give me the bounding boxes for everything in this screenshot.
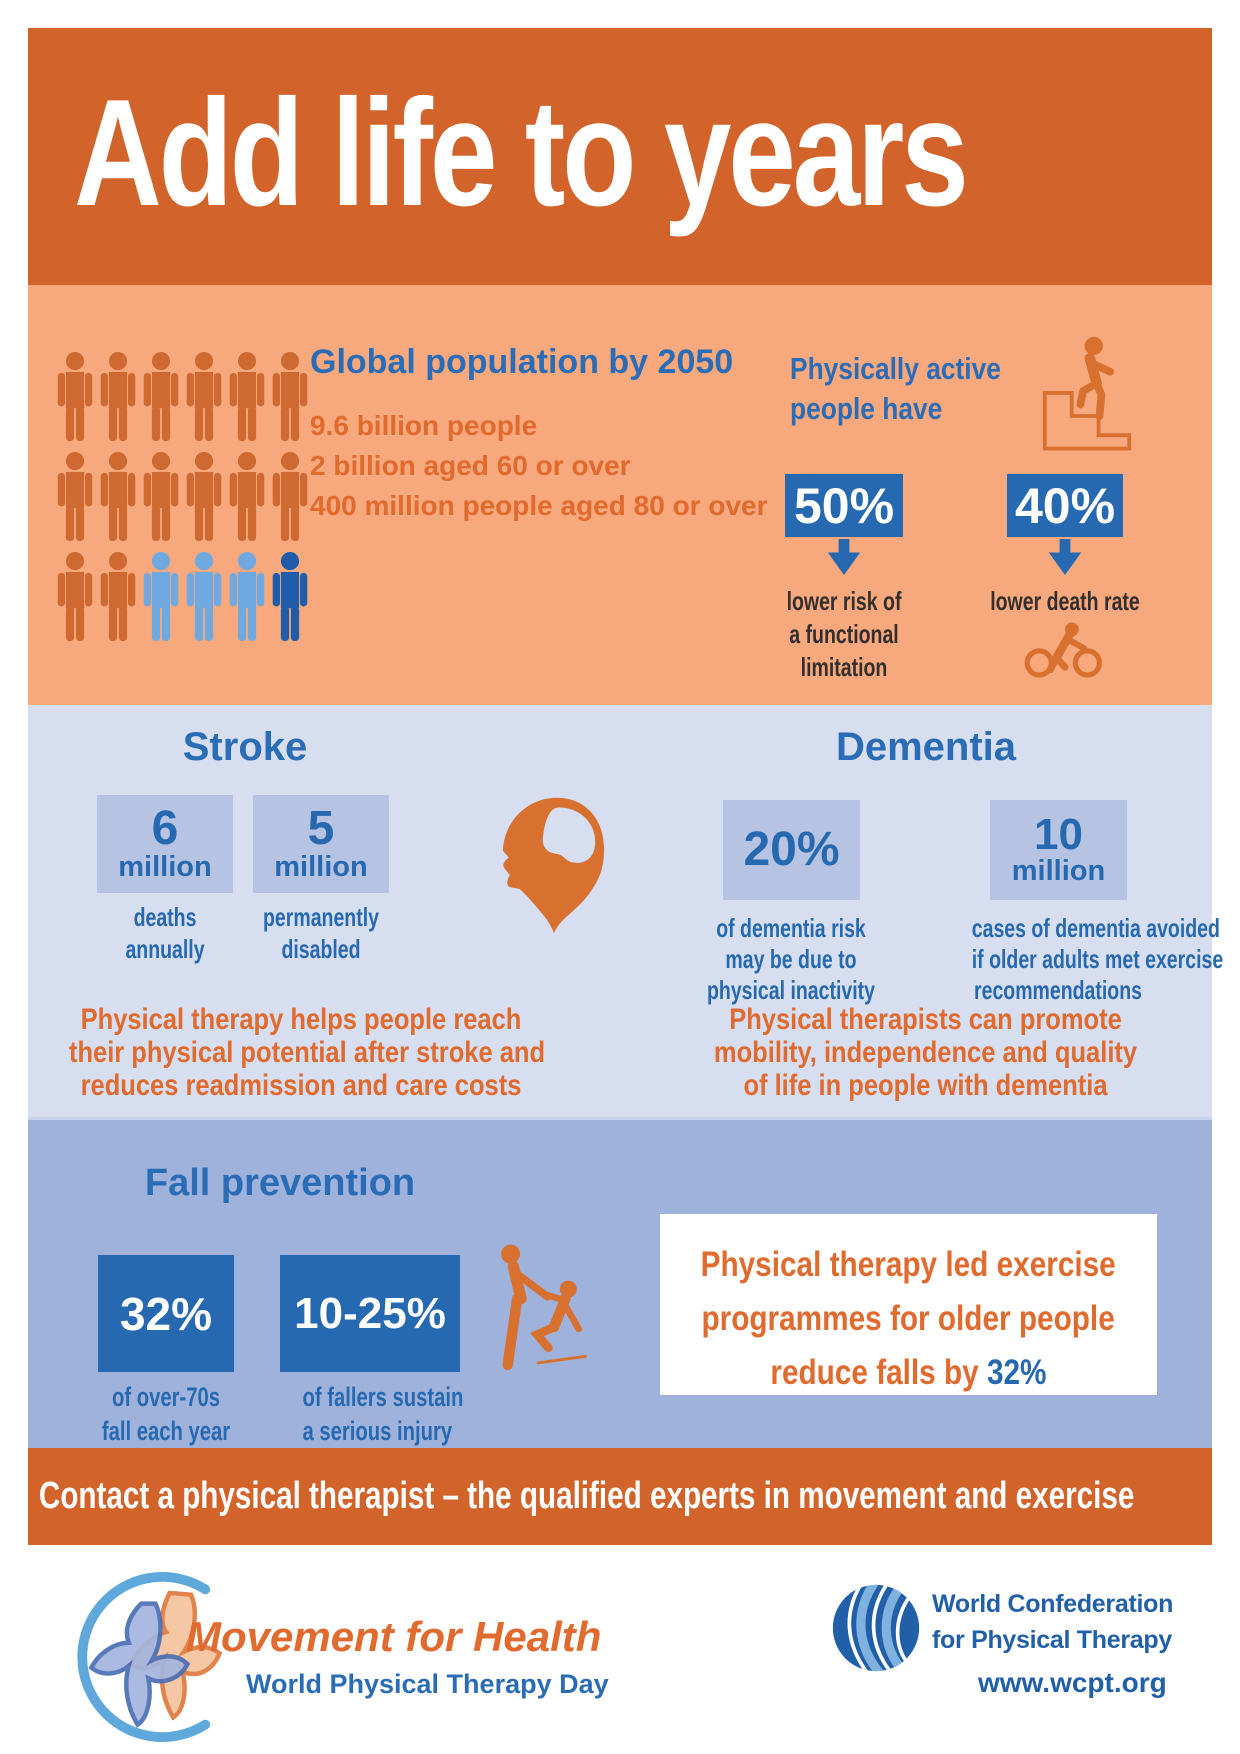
fall-prevention-section: Fall prevention 32% 10-25% of over-70s f…: [28, 1117, 1212, 1448]
dementia-note: Physical therapists can promote mobility…: [713, 1003, 1138, 1102]
wcpt-url[interactable]: www.wcpt.org: [978, 1667, 1167, 1698]
person-icon: [270, 449, 310, 544]
helping-fallen-person-icon: [501, 1244, 587, 1371]
stat-box-10-million: 10 million: [990, 800, 1127, 900]
stat-caption-40: lower death rate: [990, 586, 1140, 616]
person-icon: [184, 549, 224, 644]
stat-value: 32%: [119, 1287, 213, 1340]
header-band: Add life to years: [28, 28, 1212, 285]
person-icon: [270, 349, 310, 444]
stat-box-6-million: 6 million: [97, 795, 233, 893]
stat-value: 50%: [793, 477, 895, 534]
population-title: Global population by 2050: [310, 343, 734, 381]
stat-value: 5: [307, 802, 335, 855]
head-brain-icon: [502, 797, 605, 934]
stat-value: 20%: [743, 823, 840, 876]
falls-highlight-box: Physical therapy led exercise programmes…: [660, 1214, 1157, 1395]
stat-value: 10-25%: [294, 1288, 446, 1338]
stat-box-5-million: 5 million: [253, 795, 389, 893]
movement-for-health-logo: [77, 1572, 223, 1742]
stat-unit: million: [1011, 855, 1106, 887]
stat-caption: deaths annually: [125, 902, 205, 964]
person-icon: [55, 449, 95, 544]
wcpt-name: World Confederation for Physical Therapy: [932, 1590, 1174, 1654]
stat-caption: cases of dementia avoided if older adult…: [971, 913, 1224, 1005]
person-icon: [227, 349, 267, 444]
dementia-title: Dementia: [835, 725, 1017, 769]
person-icon: [141, 549, 181, 644]
cyclist-icon: [1024, 622, 1102, 678]
fall-prevention-title: Fall prevention: [144, 1162, 416, 1204]
person-icon: [55, 549, 95, 644]
highlight-value: 32%: [987, 1353, 1047, 1392]
person-icon: [184, 349, 224, 444]
stat-caption: of over-70s fall each year: [101, 1382, 231, 1446]
stat-value: 40%: [1014, 477, 1116, 534]
stroke-dementia-section: Stroke 6 million 5 million deaths annual…: [28, 705, 1224, 1117]
climbing-stairs-icon: [1042, 336, 1132, 451]
arrow-down-icon: [1048, 539, 1082, 575]
stat-caption: permanently disabled: [263, 902, 379, 964]
movement-for-health-title: Movement for Health: [186, 1613, 602, 1660]
person-icon: [227, 549, 267, 644]
arrow-down-icon: [827, 539, 861, 575]
population-text-block: Global population by 2050 9.6 billion pe…: [310, 343, 768, 526]
person-icon: [98, 549, 138, 644]
stroke-note: Physical therapy helps people reach thei…: [68, 1003, 546, 1102]
contact-text: Contact a physical therapist – the quali…: [38, 1475, 1135, 1517]
person-icon: [184, 449, 224, 544]
stat-caption: of fallers sustain a serious injury: [302, 1382, 464, 1446]
population-fact: 9.6 billion people: [310, 410, 538, 441]
person-icon: [141, 449, 181, 544]
person-icon: [98, 349, 138, 444]
stat-caption-50: lower risk of a functional limitation: [786, 586, 902, 682]
person-icon: [55, 349, 95, 444]
stat-caption: of dementia risk may be due to physical …: [707, 913, 875, 1005]
contact-bar: Contact a physical therapist – the quali…: [28, 1448, 1212, 1545]
stat-unit: million: [118, 851, 212, 883]
world-pt-day-subtitle: World Physical Therapy Day: [246, 1669, 609, 1699]
stat-box-10-25-percent: 10-25%: [280, 1255, 460, 1372]
poster-title: Add life to years: [74, 68, 969, 238]
population-icon-grid: [55, 349, 310, 649]
stat-box-40-percent: 40%: [1007, 474, 1123, 537]
person-icon: [141, 349, 181, 444]
stat-box-32-percent: 32%: [98, 1255, 234, 1372]
stat-value: 6: [151, 802, 179, 855]
population-fact: 400 million people aged 80 or over: [310, 490, 768, 521]
population-fact: 2 billion aged 60 or over: [310, 450, 631, 481]
stat-box-20-percent: 20%: [723, 800, 860, 900]
person-icon: [270, 549, 310, 644]
stat-unit: million: [274, 851, 368, 883]
person-icon: [227, 449, 267, 544]
person-icon: [98, 449, 138, 544]
stat-value: 10: [1034, 810, 1083, 859]
stroke-title: Stroke: [182, 725, 308, 769]
stat-box-50-percent: 50%: [785, 474, 903, 537]
physically-active-title: Physically active people have: [790, 351, 1001, 426]
population-section: Global population by 2050 9.6 billion pe…: [28, 285, 1212, 705]
wcpt-globe-logo: [832, 1584, 920, 1672]
